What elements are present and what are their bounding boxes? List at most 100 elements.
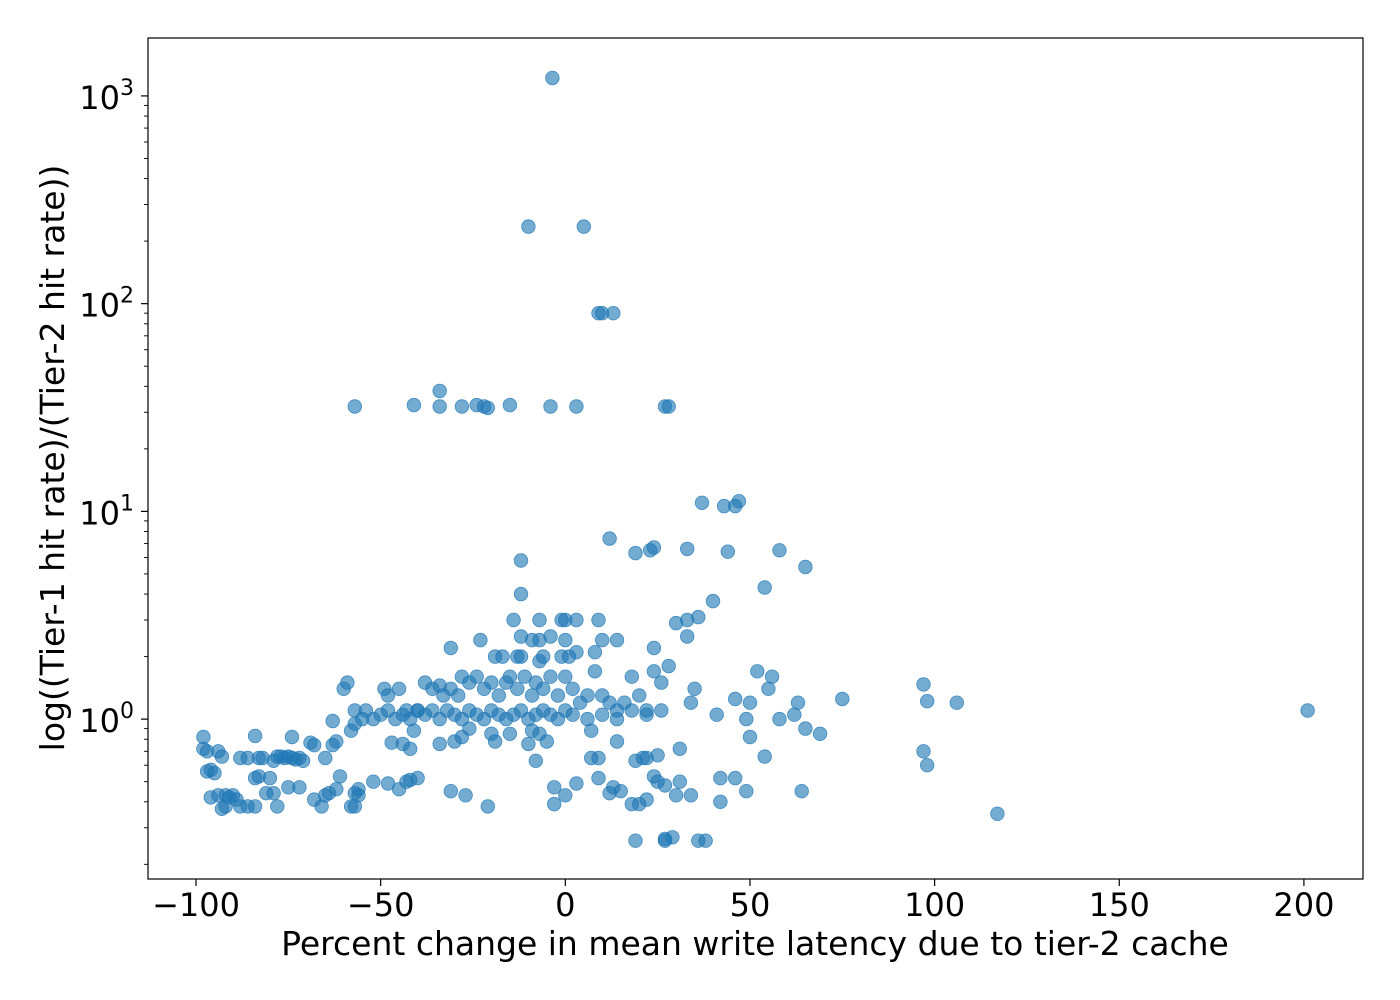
data-point — [812, 726, 828, 742]
data-point — [949, 695, 965, 710]
data-point — [432, 399, 447, 414]
data-point — [247, 728, 263, 744]
data-point — [332, 769, 348, 784]
data-point — [565, 681, 580, 697]
data-point — [406, 397, 422, 413]
data-point — [462, 721, 477, 736]
data-point — [772, 543, 787, 558]
data-point — [454, 399, 470, 414]
data-point — [262, 770, 278, 786]
data-point — [521, 219, 536, 234]
data-point — [757, 749, 772, 764]
y-tick-label: 102 — [79, 284, 134, 325]
data-point — [203, 762, 219, 778]
data-point — [683, 788, 699, 803]
data-point — [646, 540, 662, 555]
data-point — [458, 788, 473, 803]
y-axis-label: log((Tier-1 hit rate)/(Tier-2 hit rate)) — [33, 165, 72, 752]
data-point — [584, 723, 599, 738]
data-point — [292, 780, 307, 795]
data-point — [713, 770, 728, 786]
data-point — [539, 734, 555, 749]
data-point — [772, 711, 787, 727]
data-point — [591, 750, 606, 766]
data-point — [650, 748, 665, 763]
data-point — [683, 695, 699, 710]
y-axis-ticks: 100 101 102 103 — [79, 76, 148, 865]
x-tick-label: 100 — [904, 886, 965, 924]
data-point — [665, 830, 680, 845]
data-point — [565, 707, 580, 722]
data-point — [680, 629, 695, 644]
data-point — [731, 494, 747, 509]
data-point — [916, 744, 931, 759]
data-point — [513, 649, 529, 664]
data-point — [672, 741, 688, 757]
data-point — [787, 707, 802, 722]
data-point — [587, 645, 603, 660]
data-point — [550, 688, 566, 703]
data-point — [990, 806, 1005, 822]
data-point — [247, 799, 263, 814]
data-point — [307, 792, 322, 807]
data-point — [487, 734, 503, 749]
data-point — [613, 784, 628, 799]
data-point — [351, 788, 366, 803]
data-point — [742, 695, 758, 710]
data-point — [624, 669, 640, 684]
data-point — [798, 721, 813, 736]
x-tick-label: −100 — [152, 886, 240, 924]
data-point — [646, 640, 662, 656]
data-point — [798, 559, 813, 575]
plot-frame — [147, 37, 1364, 880]
data-point — [728, 691, 743, 707]
data-point — [687, 681, 702, 697]
data-point — [609, 734, 625, 749]
data-point — [325, 713, 340, 729]
data-point — [410, 770, 425, 786]
data-point — [480, 400, 496, 416]
data-point — [451, 688, 466, 703]
data-point — [347, 399, 363, 414]
data-point — [469, 669, 484, 684]
data-point — [639, 792, 654, 807]
data-point — [587, 664, 603, 679]
x-tick-label: −50 — [347, 886, 415, 924]
data-point — [543, 399, 558, 414]
data-point — [661, 658, 676, 674]
data-point — [595, 707, 610, 722]
data-point — [513, 586, 529, 602]
data-point — [547, 796, 562, 812]
data-point — [432, 736, 447, 752]
data-point — [340, 675, 355, 690]
data-point — [750, 664, 765, 679]
data-point — [510, 681, 525, 697]
data-point — [920, 758, 935, 773]
data-point — [569, 612, 584, 628]
data-point — [709, 707, 724, 722]
data-point — [757, 580, 772, 595]
x-tick-label: 50 — [730, 886, 771, 924]
data-point — [547, 780, 562, 795]
data-point — [576, 219, 592, 234]
data-point — [632, 688, 647, 703]
x-tick-label: 200 — [1273, 886, 1334, 924]
data-point — [657, 778, 673, 793]
data-point — [517, 669, 532, 684]
data-point — [698, 833, 713, 848]
data-point — [218, 799, 233, 814]
data-point — [668, 788, 684, 803]
data-point — [484, 675, 499, 690]
data-point — [558, 788, 573, 803]
data-point — [536, 681, 551, 697]
data-point — [270, 799, 285, 814]
data-point — [713, 794, 728, 810]
data-point — [196, 741, 211, 757]
data-point — [728, 770, 743, 786]
data-point — [545, 70, 560, 86]
data-point — [558, 632, 573, 648]
data-point — [739, 784, 754, 799]
data-point — [624, 703, 640, 718]
data-point — [329, 734, 344, 749]
data-point — [443, 784, 459, 799]
